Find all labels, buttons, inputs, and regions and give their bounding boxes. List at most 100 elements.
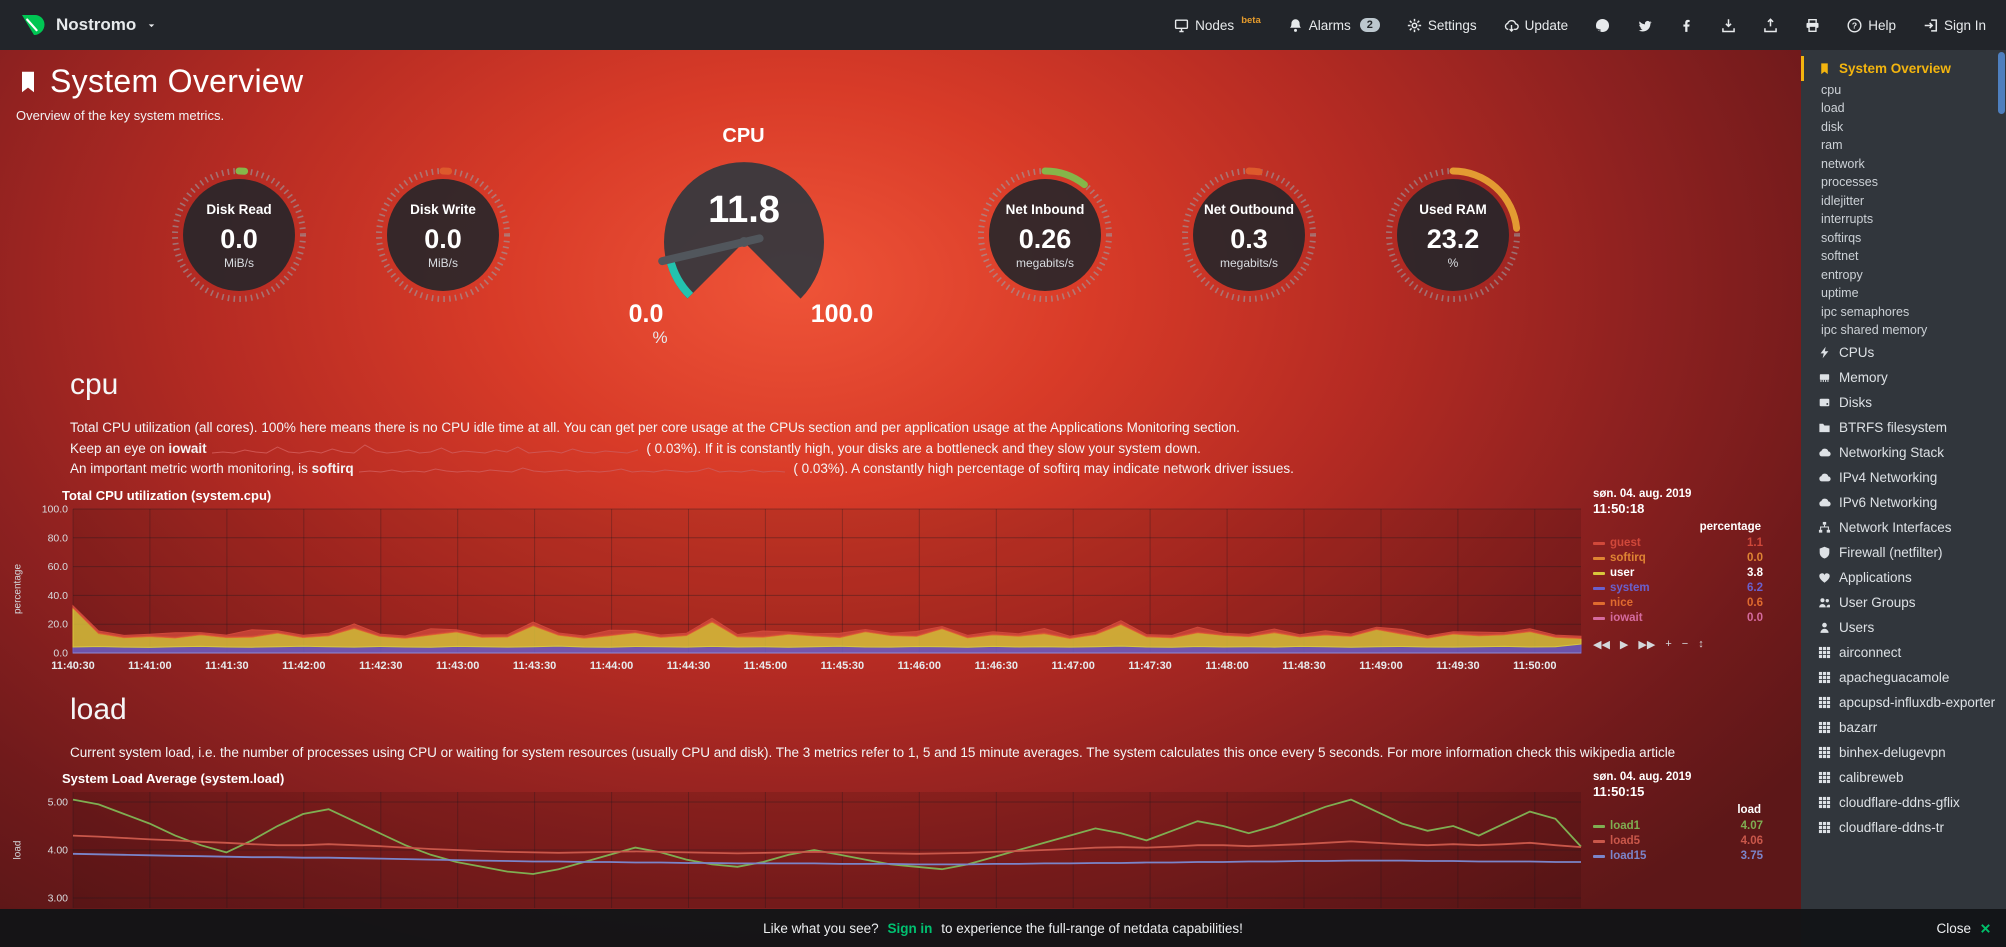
load-chart-canvas[interactable]: 5.00 4.00 3.00	[25, 786, 1585, 914]
topbar-nodes[interactable]: Nodes beta	[1174, 14, 1261, 33]
topbar-help-label: Help	[1868, 17, 1896, 33]
gauge-net-outbound[interactable]: Net Outbound 0.3 megabits/s	[1174, 160, 1324, 315]
zoom-out-icon[interactable]: −	[1681, 637, 1689, 650]
sidebar-item-users[interactable]: Users	[1801, 615, 2006, 640]
sidebar-item-memory[interactable]: Memory	[1801, 365, 2006, 390]
topbar-update[interactable]: Update	[1504, 18, 1568, 33]
gauge-disk-read[interactable]: Disk Read 0.0 MiB/s	[164, 160, 314, 315]
node-selector[interactable]: Nostromo	[20, 12, 157, 38]
sidebar-scrollbar-thumb[interactable]	[1998, 52, 2005, 114]
sidebar-item-disks[interactable]: Disks	[1801, 390, 2006, 415]
upload-icon	[1763, 17, 1778, 33]
sidebar-item-ipv4-networking[interactable]: IPv4 Networking	[1801, 465, 2006, 490]
topbar-alarms-label: Alarms	[1308, 17, 1351, 33]
topbar-signin[interactable]: Sign In	[1923, 18, 1986, 33]
twitter-icon	[1637, 18, 1652, 33]
legend-load1[interactable]: load1 4.07	[1593, 819, 1763, 834]
svg-text:Disk Write: Disk Write	[410, 202, 476, 217]
sidebar-item-cpu[interactable]: cpu	[1801, 81, 2006, 100]
sidebar-item-idlejitter[interactable]: idlejitter	[1801, 192, 2006, 211]
sidebar-item-airconnect[interactable]: airconnect	[1801, 640, 2006, 665]
iowait-sparkline[interactable]	[211, 442, 638, 455]
sidebar-item-label: softirqs	[1821, 230, 1862, 245]
play-icon[interactable]: ▶	[1619, 638, 1629, 651]
sidebar-item-networking-stack[interactable]: Networking Stack	[1801, 440, 2006, 465]
banner-close-button[interactable]: Close	[1936, 921, 1992, 936]
topbar-import[interactable]	[1763, 17, 1778, 33]
topbar-github[interactable]	[1595, 18, 1610, 33]
sidebar-item-applications[interactable]: Applications	[1801, 565, 2006, 590]
gauge-net-inbound[interactable]: Net Inbound 0.26 megabits/s	[970, 160, 1120, 315]
topbar-print[interactable]	[1805, 18, 1820, 33]
grid-icon	[1818, 695, 1831, 710]
zoom-in-icon[interactable]: +	[1665, 637, 1672, 650]
node-name: Nostromo	[56, 15, 137, 34]
bell-icon	[1288, 18, 1303, 33]
svg-text:20.0: 20.0	[48, 618, 69, 630]
sidebar-item-network[interactable]: network	[1801, 155, 2006, 174]
sidebar-item-apcupsd-influxdb-exporter[interactable]: apcupsd-influxdb-exporter	[1801, 690, 2006, 715]
sidebar-item-uptime[interactable]: uptime	[1801, 285, 2006, 304]
svg-text:Net Inbound: Net Inbound	[1005, 202, 1084, 217]
svg-text:11:49:30: 11:49:30	[1436, 660, 1479, 672]
sidebar-item-processes[interactable]: processes	[1801, 174, 2006, 193]
sidebar-item-softnet[interactable]: softnet	[1801, 248, 2006, 267]
legend-iowait[interactable]: iowait 0.0	[1593, 611, 1763, 626]
cloud-icon	[1818, 445, 1831, 460]
legend-load15[interactable]: load15 3.75	[1593, 849, 1763, 864]
cpu-legend-date: søn. 04. aug. 2019	[1593, 487, 1692, 500]
sidebar-item-label: binhex-delugevpn	[1839, 744, 1946, 760]
banner-signin-link[interactable]: Sign in	[887, 920, 933, 936]
legend-guest[interactable]: guest 1.1	[1593, 536, 1763, 551]
gauge-disk-write[interactable]: Disk Write 0.0 MiB/s	[368, 160, 518, 315]
sidebar-item-cloudflare-ddns-tr[interactable]: cloudflare-ddns-tr	[1801, 815, 2006, 840]
cpu-chart-canvas[interactable]: 100.0 80.0 60.0 40.0 20.0 0.011:40:30 11:41:00…	[25, 503, 1585, 675]
sidebar-item-binhex-delugevpn[interactable]: binhex-delugevpn	[1801, 740, 2006, 765]
sidebar-item-user-groups[interactable]: User Groups	[1801, 590, 2006, 615]
sidebar-item-ipc-semaphores[interactable]: ipc semaphores	[1801, 303, 2006, 322]
topbar-help[interactable]: ? Help	[1847, 18, 1896, 33]
topbar-alarms[interactable]: Alarms 2	[1288, 18, 1380, 33]
sidebar-item-ipv6-networking[interactable]: IPv6 Networking	[1801, 490, 2006, 515]
sidebar-item-ipc-shared-memory[interactable]: ipc shared memory	[1801, 322, 2006, 341]
sidebar-item-ram[interactable]: ram	[1801, 137, 2006, 156]
sidebar-item-disk[interactable]: disk	[1801, 118, 2006, 137]
sidebar-item-cloudflare-ddns-gflix[interactable]: cloudflare-ddns-gflix	[1801, 790, 2006, 815]
sidebar-item-bazarr[interactable]: bazarr	[1801, 715, 2006, 740]
resize-icon[interactable]: ↕	[1698, 637, 1704, 650]
topbar-export[interactable]	[1721, 18, 1736, 33]
topbar-facebook[interactable]	[1679, 18, 1694, 33]
svg-text:megabits/s: megabits/s	[1219, 256, 1277, 270]
topbar-twitter[interactable]	[1637, 18, 1652, 33]
sidebar-item-label: Users	[1839, 619, 1875, 635]
pan-backward-icon[interactable]: ◀◀	[1593, 638, 1610, 651]
sidebar-item-network-interfaces[interactable]: Network Interfaces	[1801, 515, 2006, 540]
sidebar-item-calibreweb[interactable]: calibreweb	[1801, 765, 2006, 790]
svg-text:11:42:00: 11:42:00	[282, 660, 325, 672]
legend-user[interactable]: user 3.8	[1593, 566, 1763, 581]
topbar-settings[interactable]: Settings	[1407, 18, 1477, 33]
sidebar-item-load[interactable]: load	[1801, 100, 2006, 119]
softirq-sparkline[interactable]	[358, 463, 785, 476]
iowait-value: 0.03	[654, 440, 681, 456]
beta-tag: beta	[1241, 14, 1261, 26]
sidebar-item-apacheguacamole[interactable]: apacheguacamole	[1801, 665, 2006, 690]
sidebar-item-cpus[interactable]: CPUs	[1801, 340, 2006, 365]
legend-softirq[interactable]: softirq 0.0	[1593, 551, 1763, 566]
pan-forward-icon[interactable]: ▶▶	[1638, 638, 1656, 651]
legend-nice[interactable]: nice 0.6	[1593, 596, 1763, 611]
user-icon	[1818, 620, 1831, 635]
sidebar-item-btrfs-filesystem[interactable]: BTRFS filesystem	[1801, 415, 2006, 440]
svg-text:11:41:30: 11:41:30	[205, 660, 248, 672]
legend-load5[interactable]: load5 4.06	[1593, 834, 1763, 849]
gauge-cpu[interactable]: CPU 11.8 0.0 100.0 %	[594, 125, 894, 350]
legend-system[interactable]: system 6.2	[1593, 581, 1763, 596]
gauge-used-ram[interactable]: Used RAM 23.2 %	[1378, 160, 1528, 315]
sidebar-item-entropy[interactable]: entropy	[1801, 266, 2006, 285]
sidebar-item-label: idlejitter	[1821, 193, 1865, 208]
sidebar-item-interrupts[interactable]: interrupts	[1801, 211, 2006, 230]
softirq-value: 0.03	[801, 461, 828, 476]
sidebar-item-softirqs[interactable]: softirqs	[1801, 229, 2006, 248]
sidebar-item-system-overview[interactable]: System Overview	[1801, 56, 2006, 81]
sidebar-item-firewall-netfilter[interactable]: Firewall (netfilter)	[1801, 540, 2006, 565]
